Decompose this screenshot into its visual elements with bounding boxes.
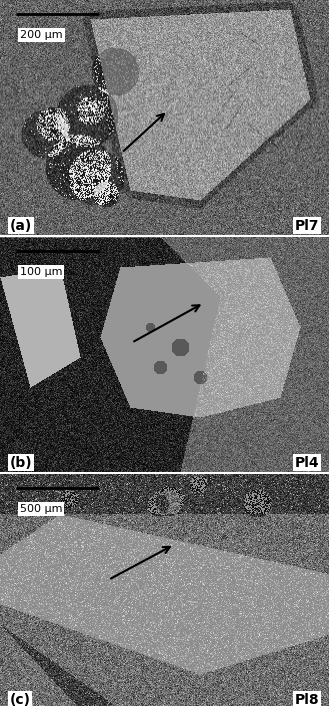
Text: Pl8: Pl8 xyxy=(294,693,319,706)
Text: 500 μm: 500 μm xyxy=(20,504,62,514)
Text: (b): (b) xyxy=(10,455,33,469)
Text: 200 μm: 200 μm xyxy=(20,30,63,40)
Text: (c): (c) xyxy=(10,693,31,706)
Text: Pl4: Pl4 xyxy=(294,455,319,469)
Text: Pl7: Pl7 xyxy=(295,219,319,232)
Text: (a): (a) xyxy=(10,219,32,232)
Text: 100 μm: 100 μm xyxy=(20,267,62,277)
